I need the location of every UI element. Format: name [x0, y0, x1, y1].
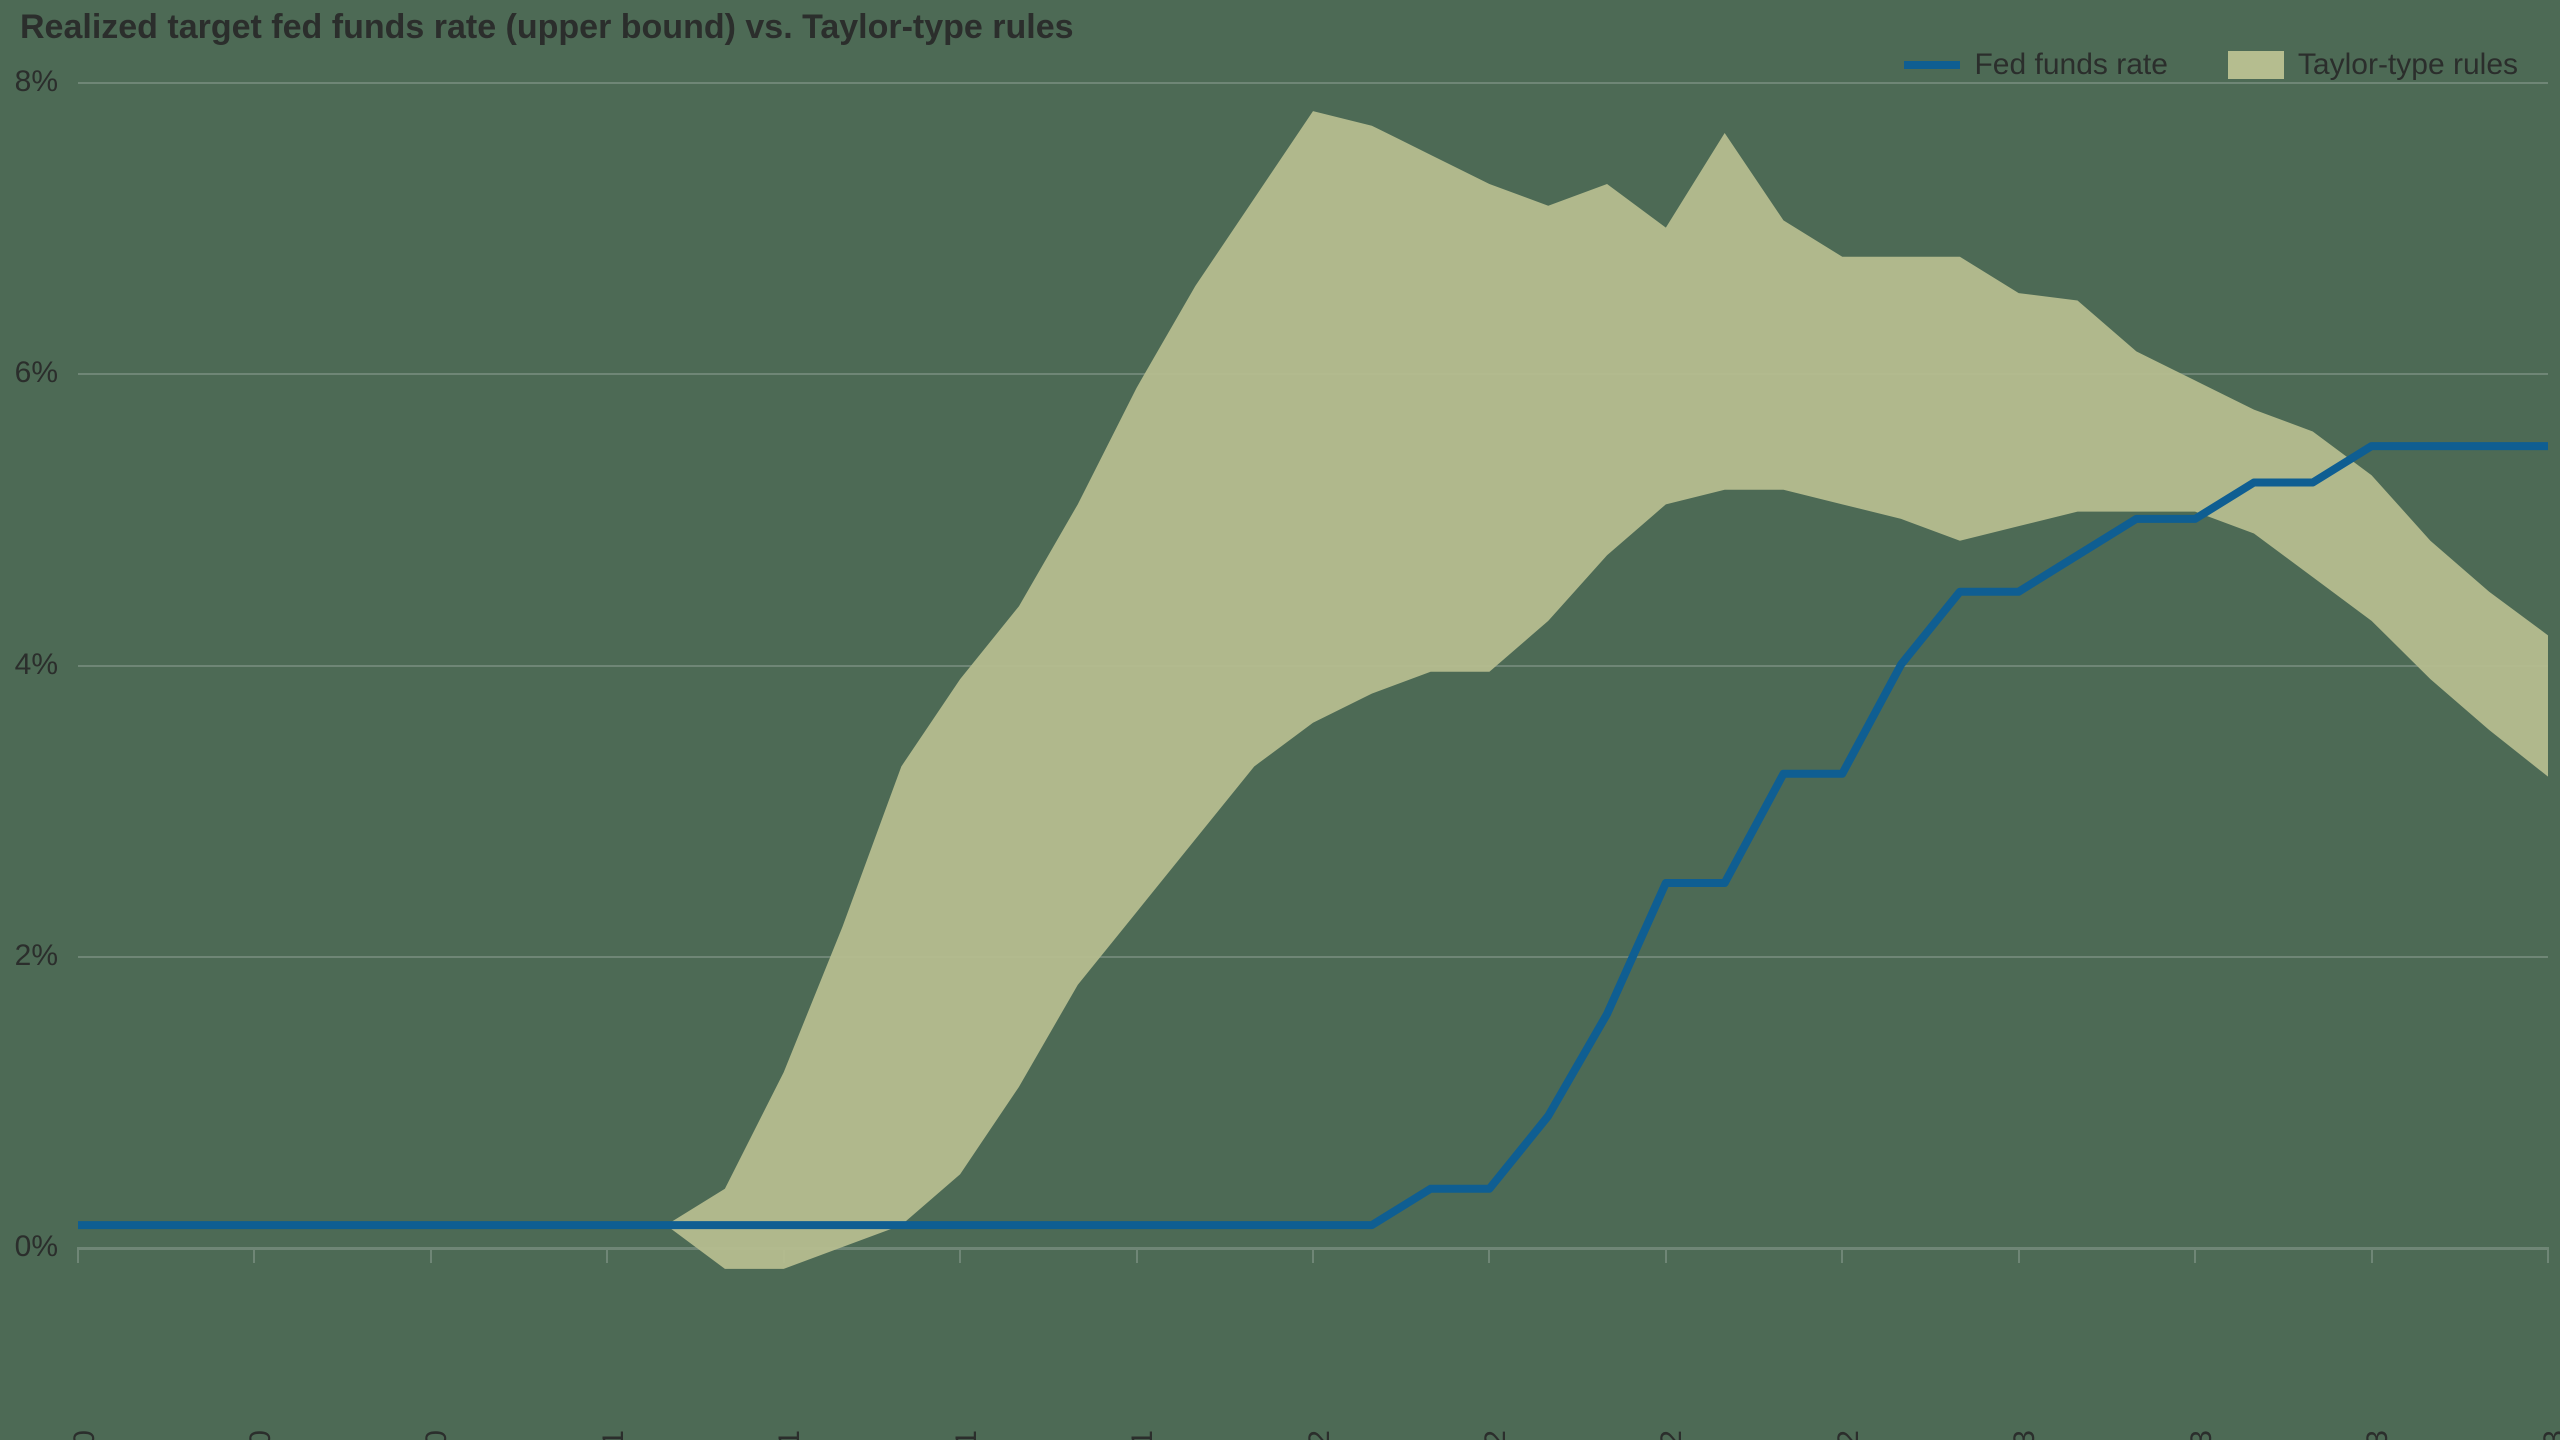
legend-label: Taylor-type rules — [2298, 48, 2518, 82]
taylor-band — [666, 111, 2548, 1269]
chart-stage: Realized target fed funds rate (upper bo… — [0, 0, 2560, 1440]
legend-item-fed-funds: Fed funds rate — [1904, 48, 2167, 82]
plot-svg — [0, 0, 2560, 1440]
legend-swatch-area — [2228, 51, 2284, 79]
legend: Fed funds rate Taylor-type rules — [1904, 48, 2518, 82]
legend-label: Fed funds rate — [1974, 48, 2167, 82]
chart-title: Realized target fed funds rate (upper bo… — [20, 8, 1074, 47]
legend-item-taylor: Taylor-type rules — [2228, 48, 2518, 82]
legend-swatch-line — [1904, 61, 1960, 69]
